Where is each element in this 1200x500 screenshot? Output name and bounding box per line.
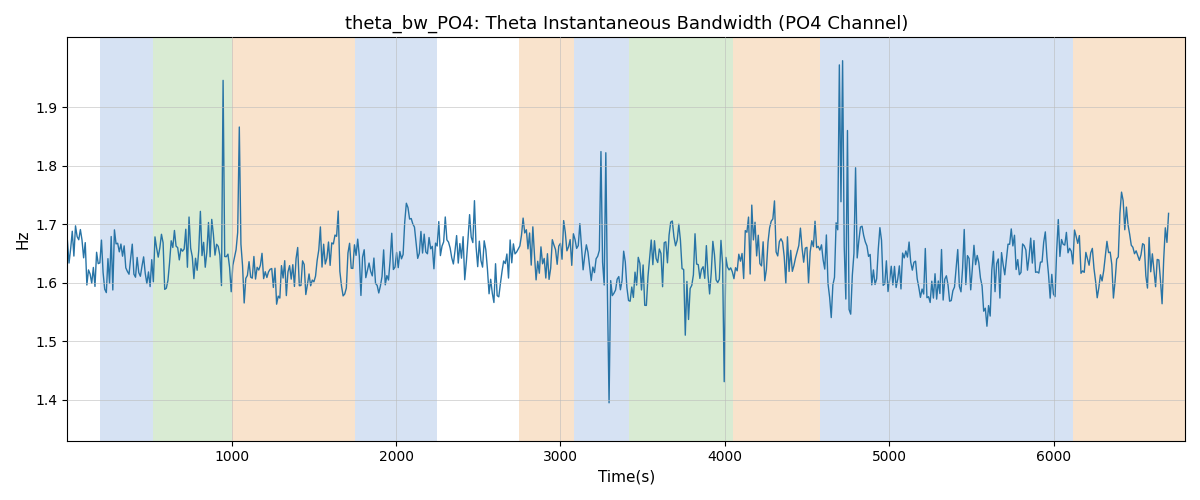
Bar — [152, 38, 232, 440]
Bar — [232, 38, 355, 440]
Bar — [733, 38, 820, 440]
Y-axis label: Hz: Hz — [16, 230, 30, 249]
Bar — [574, 38, 630, 440]
X-axis label: Time(s): Time(s) — [598, 470, 655, 485]
Bar — [1073, 38, 1186, 440]
Bar — [820, 38, 1073, 440]
Bar — [355, 38, 437, 440]
Bar — [520, 38, 574, 440]
Bar — [630, 38, 733, 440]
Bar — [101, 38, 152, 440]
Title: theta_bw_PO4: Theta Instantaneous Bandwidth (PO4 Channel): theta_bw_PO4: Theta Instantaneous Bandwi… — [344, 15, 908, 34]
